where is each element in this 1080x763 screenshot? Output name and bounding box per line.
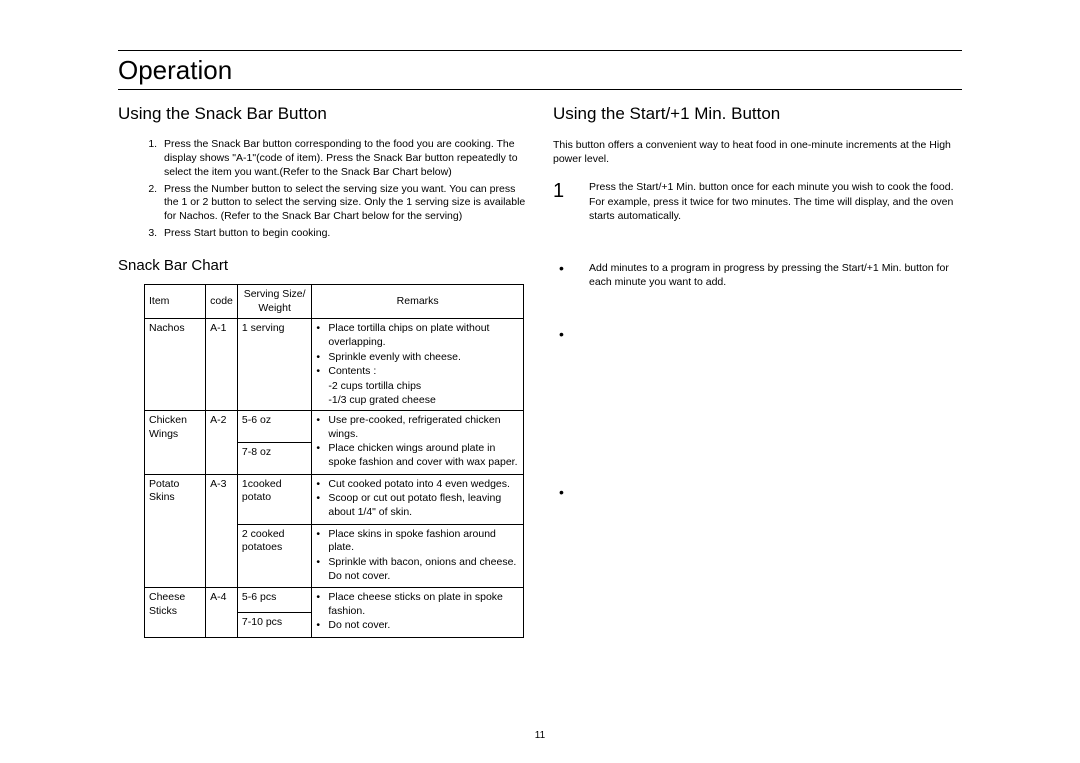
cell-code: A-3	[206, 474, 238, 587]
cell-size: 5-6 oz	[237, 411, 311, 443]
remark: Place skins in spoke fashion around plat…	[316, 528, 519, 555]
bullet-row: •	[553, 327, 962, 447]
cell-code: A-1	[206, 319, 238, 411]
cell-code: A-4	[206, 588, 238, 638]
remark: Place tortilla chips on plate without ov…	[316, 322, 519, 349]
cell-size: 1cooked potato	[237, 474, 311, 524]
sub-line: -1/3 cup grated cheese	[316, 394, 519, 408]
snack-bar-heading: Using the Snack Bar Button	[118, 104, 527, 124]
chart-title: Snack Bar Chart	[118, 257, 527, 274]
remark: Contents :	[316, 365, 519, 379]
bullet-spacer	[589, 327, 962, 447]
snack-bar-chart-table: Item code Serving Size/ Weight Remarks N…	[144, 284, 524, 638]
cell-item: Potato Skins	[145, 474, 206, 587]
page-container: Operation Using the Snack Bar Button Pre…	[0, 0, 1080, 668]
remark: Use pre-cooked, refrigerated chicken win…	[316, 414, 519, 441]
cell-size: 2 cooked potatoes	[237, 524, 311, 588]
remark: Sprinkle with bacon, onions and cheese. …	[316, 556, 519, 583]
bullet-icon: •	[553, 327, 575, 341]
cell-remarks: Use pre-cooked, refrigerated chicken win…	[312, 411, 524, 475]
table-row: Chicken Wings A-2 5-6 oz Use pre-cooked,…	[145, 411, 524, 443]
step-1: Press the Snack Bar button corresponding…	[160, 138, 527, 180]
sub-line: -2 cups tortilla chips	[316, 380, 519, 394]
cell-code: A-2	[206, 411, 238, 475]
step-number: 1	[553, 180, 575, 203]
bullet-icon: •	[553, 485, 575, 499]
bullet-text: Add minutes to a program in progress by …	[589, 261, 962, 289]
table-row: Cheese Sticks A-4 5-6 pcs Place cheese s…	[145, 588, 524, 613]
th-remarks: Remarks	[312, 285, 524, 319]
numbered-step-row: 1 Press the Start/+1 Min. button once fo…	[553, 180, 962, 223]
start-button-heading: Using the Start/+1 Min. Button	[553, 104, 962, 124]
cell-size: 7-8 oz	[237, 442, 311, 474]
remark: Do not cover.	[316, 619, 519, 633]
step-text: Press the Start/+1 Min. button once for …	[589, 180, 962, 223]
start-intro-text: This button offers a convenient way to h…	[553, 138, 962, 166]
cell-size: 1 serving	[237, 319, 311, 411]
right-column: Using the Start/+1 Min. Button This butt…	[553, 104, 962, 638]
remark: Cut cooked potato into 4 even wedges.	[316, 478, 519, 492]
top-rule	[118, 50, 962, 51]
th-code: code	[206, 285, 238, 319]
cell-item: Nachos	[145, 319, 206, 411]
cell-item: Chicken Wings	[145, 411, 206, 475]
bullet-row: • Add minutes to a program in progress b…	[553, 261, 962, 289]
bullet-icon: •	[553, 261, 575, 275]
table-header-row: Item code Serving Size/ Weight Remarks	[145, 285, 524, 319]
left-column: Using the Snack Bar Button Press the Sna…	[118, 104, 527, 638]
th-item: Item	[145, 285, 206, 319]
cell-remarks: Place tortilla chips on plate without ov…	[312, 319, 524, 411]
cell-size: 7-10 pcs	[237, 613, 311, 638]
two-column-layout: Using the Snack Bar Button Press the Sna…	[118, 104, 962, 638]
bullet-row: •	[553, 485, 962, 499]
cell-remarks: Place cheese sticks on plate in spoke fa…	[312, 588, 524, 638]
cell-remarks: Cut cooked potato into 4 even wedges. Sc…	[312, 474, 524, 524]
th-size: Serving Size/ Weight	[237, 285, 311, 319]
cell-size: 5-6 pcs	[237, 588, 311, 613]
bottom-rule	[118, 89, 962, 90]
step-3: Press Start button to begin cooking.	[160, 227, 527, 241]
remark: Scoop or cut out potato flesh, leaving a…	[316, 492, 519, 519]
cell-item: Cheese Sticks	[145, 588, 206, 638]
step-2: Press the Number button to select the se…	[160, 183, 527, 225]
page-number: 11	[0, 730, 1080, 741]
snack-bar-steps: Press the Snack Bar button corresponding…	[118, 138, 527, 241]
table-row: Potato Skins A-3 1cooked potato Cut cook…	[145, 474, 524, 524]
page-title: Operation	[118, 55, 962, 89]
cell-remarks: Place skins in spoke fashion around plat…	[312, 524, 524, 588]
table-row: Nachos A-1 1 serving Place tortilla chip…	[145, 319, 524, 411]
remark: Place cheese sticks on plate in spoke fa…	[316, 591, 519, 618]
remark: Sprinkle evenly with cheese.	[316, 351, 519, 365]
remark: Place chicken wings around plate in spok…	[316, 442, 519, 469]
